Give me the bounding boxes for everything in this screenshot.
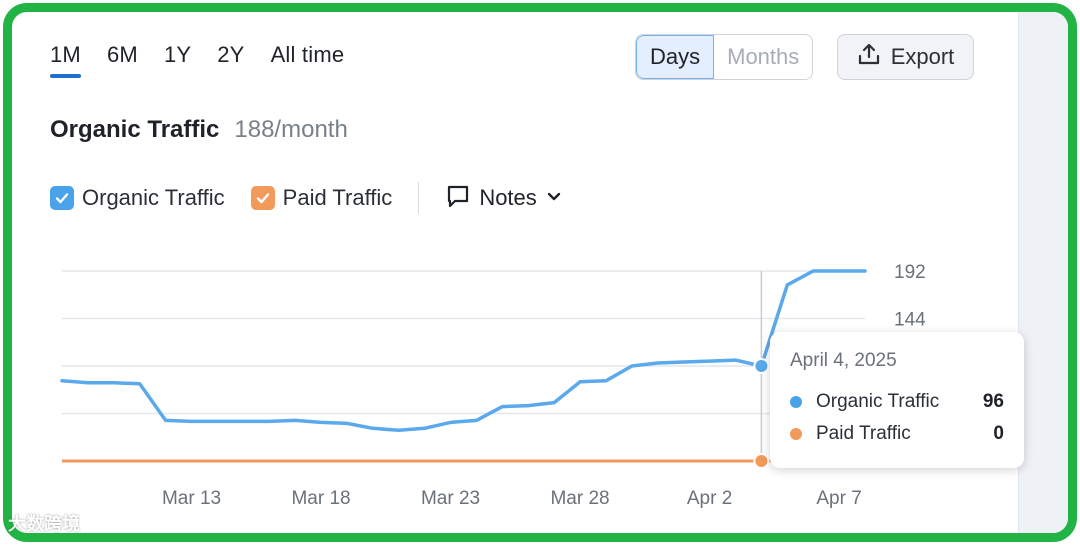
green-frame — [3, 3, 1077, 542]
paid-traffic-label: Paid Traffic — [282, 185, 393, 210]
granularity-toggle: Days Months — [635, 34, 814, 80]
tooltip-organic-name: Organic Traffic — [816, 391, 940, 412]
x-tick-label: Mar 13 — [162, 488, 221, 509]
tooltip-row-paid: Paid Traffic 0 — [790, 418, 1004, 450]
upload-icon — [857, 42, 881, 72]
export-button[interactable]: Export — [837, 34, 974, 80]
y-tick-label: 192 — [894, 262, 926, 283]
tooltip-paid-value: 0 — [993, 423, 1004, 444]
x-tick-label: Mar 28 — [550, 488, 609, 509]
monthly-traffic-value: 188/month — [234, 116, 348, 143]
chevron-down-icon — [545, 187, 563, 210]
months-button[interactable]: Months — [714, 35, 813, 79]
tab-all-time[interactable]: All time — [270, 42, 345, 67]
x-tick-label: Mar 23 — [421, 488, 480, 509]
tooltip-paid-name: Paid Traffic — [816, 423, 911, 444]
notes-dropdown[interactable]: Notes — [445, 183, 562, 214]
notes-label: Notes — [479, 185, 537, 210]
legend-row: Organic Traffic Paid Traffic Notes — [50, 182, 563, 214]
right-side-panel — [1018, 12, 1068, 533]
y-tick-label: 144 — [894, 310, 926, 331]
tab-2y[interactable]: 2Y — [217, 42, 245, 67]
page-title: Organic Traffic — [50, 116, 220, 143]
watermark: 大数跨境 — [8, 514, 80, 534]
tooltip-row-organic: Organic Traffic 96 — [790, 386, 1004, 418]
period-tabs: 1M 6M 1Y 2Y All time — [50, 42, 370, 78]
organic-traffic-label: Organic Traffic — [82, 185, 225, 210]
x-tick-label: Apr 2 — [687, 488, 732, 509]
divider — [418, 182, 420, 214]
chart-heading: Organic Traffic 188/month — [50, 116, 348, 144]
x-tick-label: Mar 18 — [291, 488, 350, 509]
paid-traffic-checkbox[interactable]: Paid Traffic — [250, 185, 393, 211]
tooltip-organic-value: 96 — [982, 391, 1004, 412]
organic-check-icon — [50, 186, 74, 210]
organic-dot-icon — [790, 396, 802, 408]
tab-6m[interactable]: 6M — [106, 42, 138, 67]
organic-traffic-checkbox[interactable]: Organic Traffic — [50, 185, 225, 211]
tooltip-date: April 4, 2025 — [790, 350, 897, 371]
x-tick-label: Apr 7 — [816, 488, 861, 509]
organic-hover-point — [753, 358, 770, 374]
export-label: Export — [890, 44, 955, 69]
paid-hover-point — [753, 453, 770, 469]
tab-1y[interactable]: 1Y — [163, 42, 192, 67]
paid-dot-icon — [790, 428, 802, 440]
tab-1m[interactable]: 1M — [50, 42, 81, 78]
days-button[interactable]: Days — [636, 35, 715, 79]
organic-traffic-line — [60, 269, 867, 433]
chart-tooltip: April 4, 2025 Organic Traffic 96 Paid Tr… — [770, 332, 1024, 468]
paid-check-icon — [250, 186, 275, 210]
comment-icon — [445, 183, 471, 214]
